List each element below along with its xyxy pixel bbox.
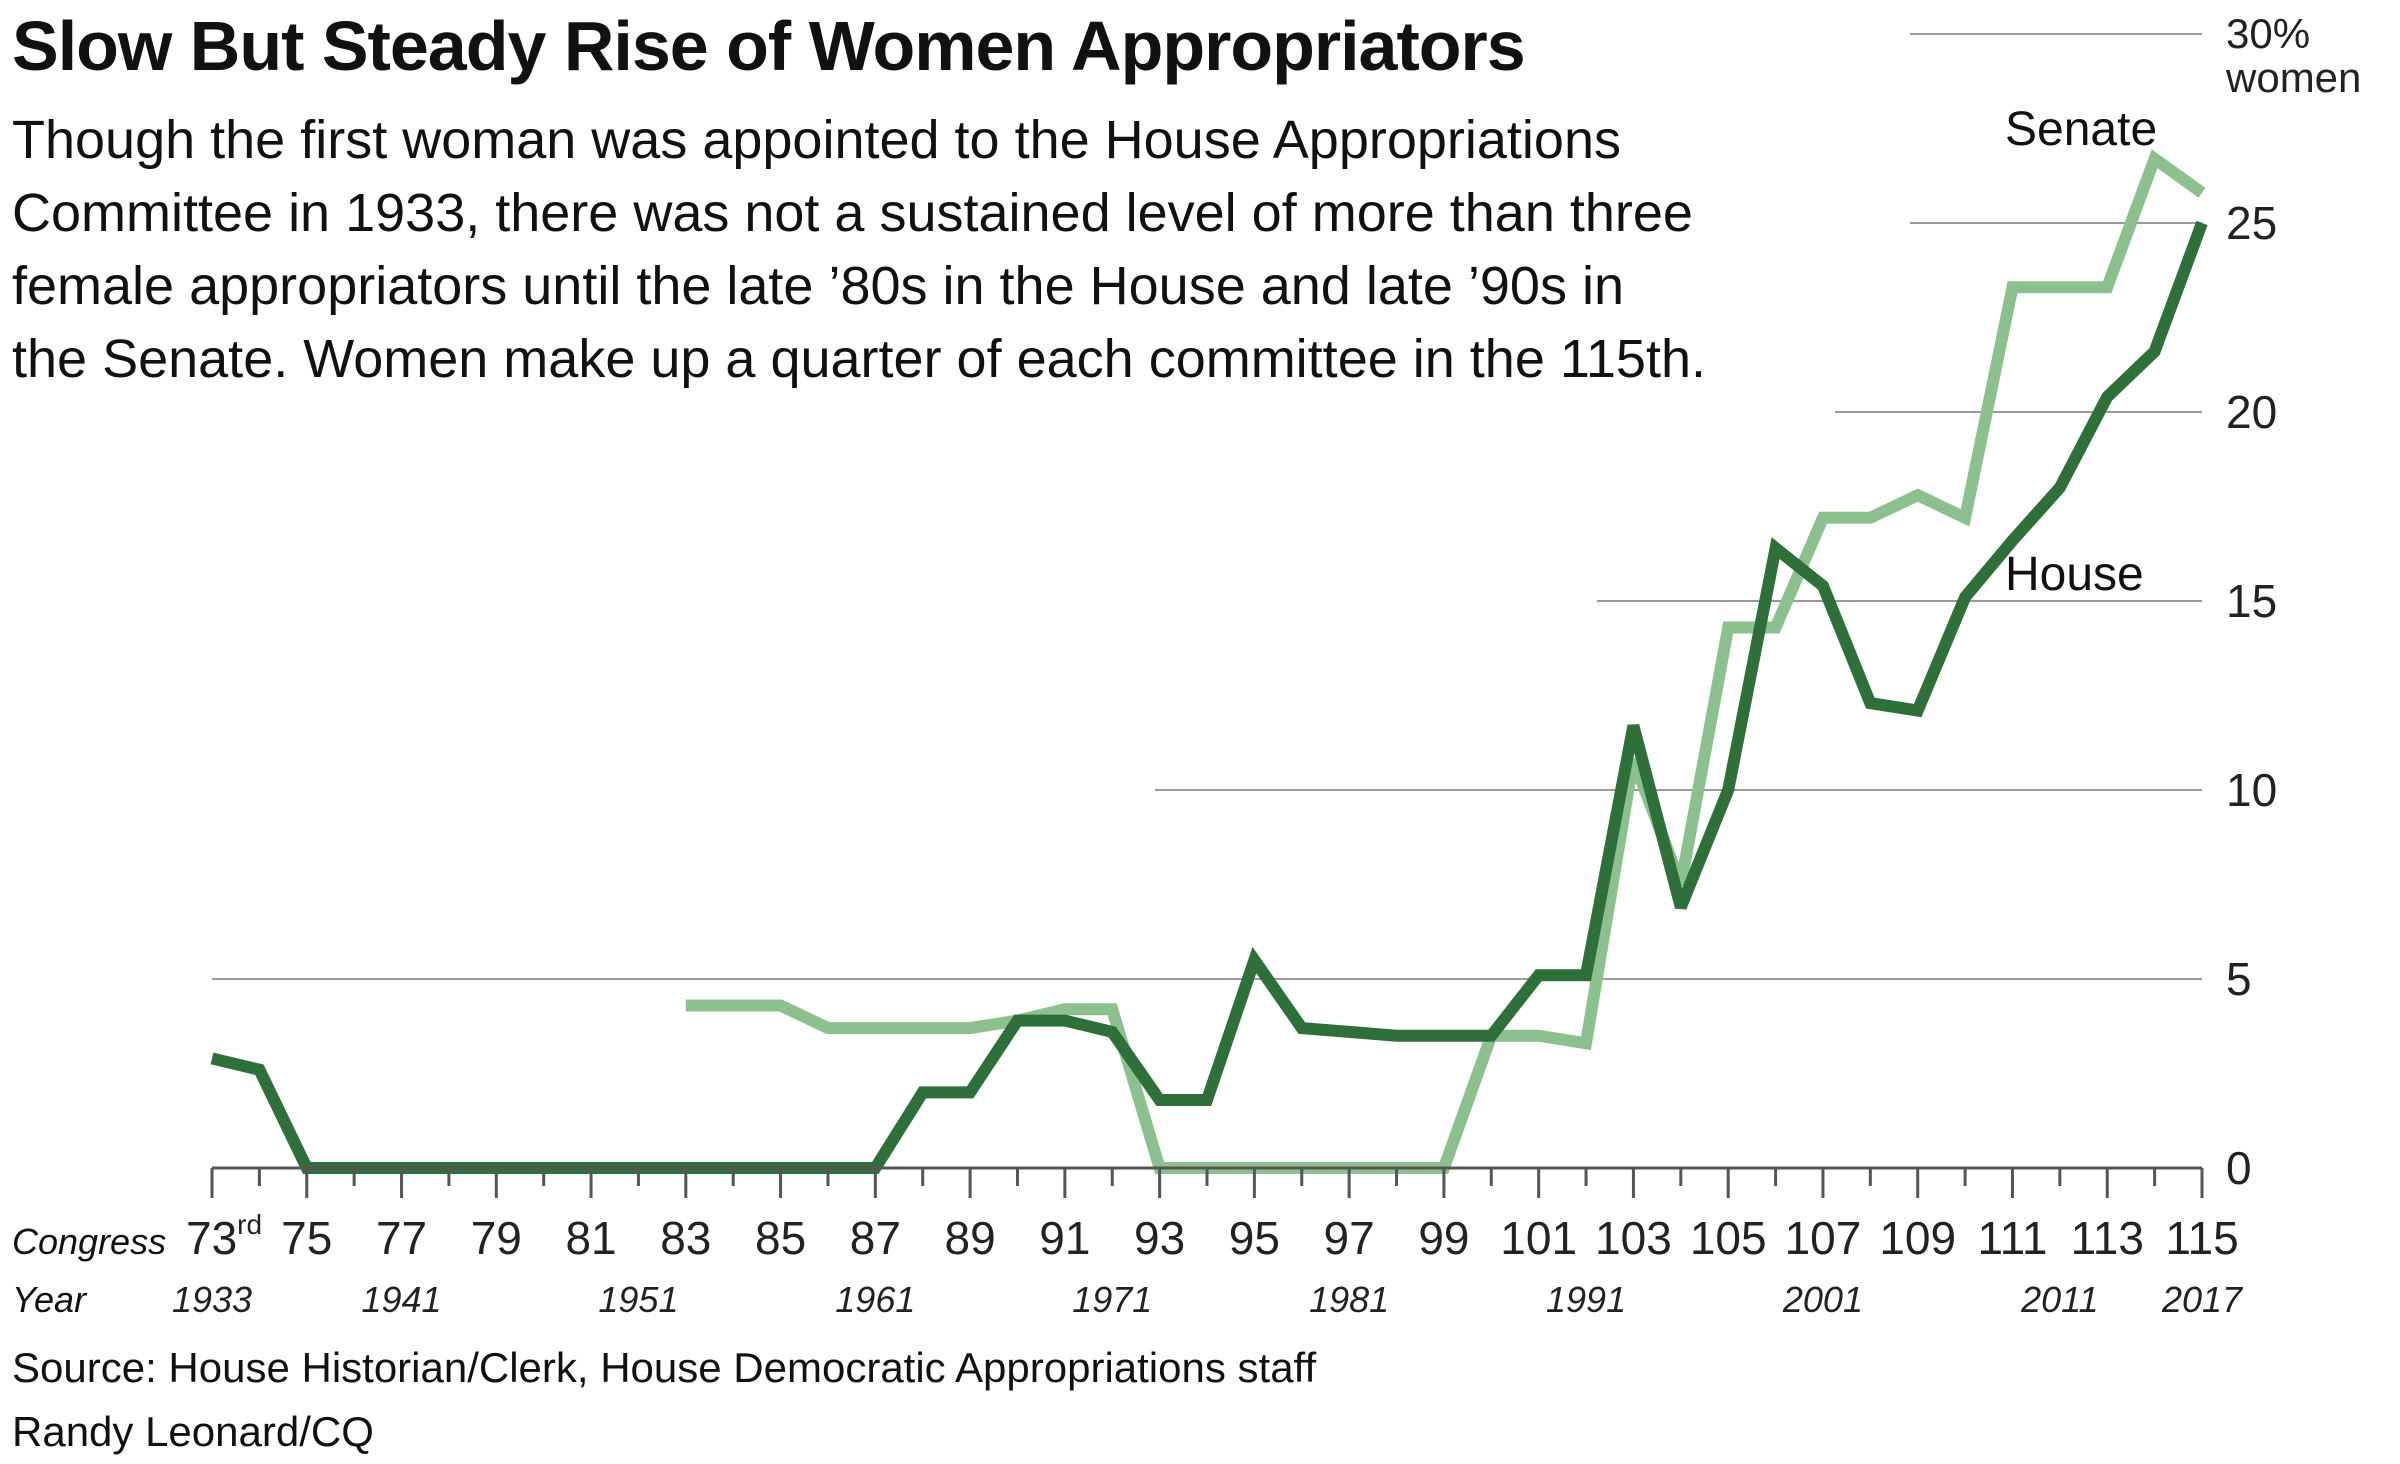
- x-tick-label: 89: [945, 1212, 996, 1264]
- x-tick-label-superscript: rd: [237, 1209, 262, 1240]
- x-tick-label: 75: [281, 1212, 332, 1264]
- x-tick-label: 81: [565, 1212, 616, 1264]
- year-label: 1933: [172, 1279, 252, 1320]
- series-lines: [210, 149, 2208, 1174]
- x-tick-label: 85: [755, 1212, 806, 1264]
- y-axis-labels: 30% women: [2225, 10, 2361, 101]
- year-label: 1951: [598, 1279, 678, 1320]
- year-label: 2011: [2020, 1279, 2098, 1320]
- x-tick-label: 93: [1134, 1212, 1185, 1264]
- x-tick-label: 77: [376, 1212, 427, 1264]
- year-label: 2001: [1782, 1279, 1863, 1320]
- x-tick-label: 83: [660, 1212, 711, 1264]
- y-tick-label: 5: [2226, 953, 2252, 1005]
- y-tick-label: 0: [2226, 1142, 2252, 1194]
- description-line: Committee in 1933, there was not a susta…: [12, 183, 1693, 243]
- y-axis-unit-label: women: [2225, 54, 2361, 101]
- x-tick-label: 109: [1879, 1212, 1956, 1264]
- x-tick-label: 107: [1785, 1212, 1862, 1264]
- x-tick-label: 115: [2165, 1212, 2238, 1264]
- x-tick-label: 111: [1978, 1212, 2048, 1264]
- chart-title: Slow But Steady Rise of Women Appropriat…: [12, 7, 1526, 85]
- senate-series-line: [685, 149, 2206, 1174]
- description-line: Though the first woman was appointed to …: [12, 110, 1621, 170]
- x-axis: 73rd 75 77 79 81 83 85 87 89 91 93 95 97 99 101 103 105 1…: [172, 1166, 2244, 1320]
- y-tick-label: 25: [2226, 197, 2277, 249]
- y-tick-label: 10: [2226, 764, 2277, 816]
- house-series-label: House: [2005, 548, 2144, 601]
- chart-description: Though the first woman was appointed to …: [12, 104, 1872, 396]
- x-tick-label: 95: [1229, 1212, 1280, 1264]
- x-tick-label-number: 73: [186, 1212, 237, 1264]
- year-label: 1991: [1546, 1279, 1626, 1320]
- x-tick-label: 73rd: [186, 1209, 262, 1264]
- source-note: Source: House Historian/Clerk, House Dem…: [12, 1336, 1316, 1464]
- series-labels: Senate House: [2005, 103, 2157, 601]
- gridlines: 0 5 10 15 20 25: [212, 33, 2277, 1194]
- x-tick-label: 99: [1418, 1212, 1469, 1264]
- source-text: Source: House Historian/Clerk, House Dem…: [12, 1344, 1317, 1391]
- x-tick-label: 101: [1500, 1212, 1577, 1264]
- y-tick-label: 20: [2226, 386, 2277, 438]
- axis-row-labels: Congress Year: [12, 1221, 166, 1320]
- x-tick-label: 91: [1039, 1212, 1090, 1264]
- x-tick-label: 79: [471, 1212, 522, 1264]
- congress-row-label: Congress: [12, 1221, 166, 1262]
- house-series-line: [210, 220, 2208, 1174]
- description-line: the Senate. Women make up a quarter of e…: [12, 329, 1706, 389]
- year-label: 1961: [835, 1279, 915, 1320]
- x-tick-label: 105: [1690, 1212, 1767, 1264]
- description-line: female appropriators until the late ’80s…: [12, 256, 1624, 316]
- x-tick-label: 87: [850, 1212, 901, 1264]
- year-label: 1941: [361, 1279, 441, 1320]
- senate-series-label: Senate: [2005, 103, 2157, 156]
- year-label: 1971: [1072, 1279, 1152, 1320]
- x-tick-label: 97: [1324, 1212, 1375, 1264]
- y-axis-top-label: 30%: [2226, 10, 2310, 57]
- x-tick-label: 113: [2071, 1212, 2144, 1264]
- year-label: 2017: [2161, 1279, 2244, 1320]
- year-label: 1981: [1309, 1279, 1389, 1320]
- x-tick-label: 103: [1595, 1212, 1672, 1264]
- credit-text: Randy Leonard/CQ: [12, 1408, 374, 1455]
- y-tick-label: 15: [2226, 575, 2277, 627]
- year-row-label: Year: [12, 1279, 88, 1320]
